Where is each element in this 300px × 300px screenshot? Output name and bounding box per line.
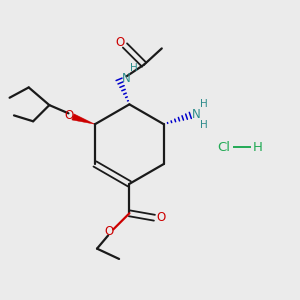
- Text: H: H: [130, 63, 138, 73]
- Text: O: O: [65, 109, 74, 122]
- Text: Cl: Cl: [217, 141, 230, 154]
- Text: O: O: [105, 225, 114, 238]
- Text: H: H: [200, 99, 207, 109]
- Text: H: H: [200, 120, 207, 130]
- Text: H: H: [253, 141, 262, 154]
- Text: O: O: [156, 211, 165, 224]
- Text: N: N: [192, 108, 200, 121]
- Text: N: N: [122, 72, 130, 85]
- Text: O: O: [115, 36, 124, 49]
- Polygon shape: [72, 114, 95, 124]
